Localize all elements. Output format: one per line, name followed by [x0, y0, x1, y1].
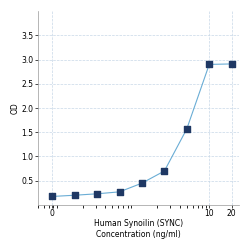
Point — [185, 127, 189, 131]
Point — [230, 62, 234, 66]
Point — [162, 169, 166, 173]
Point — [95, 192, 99, 196]
Point — [50, 194, 54, 198]
Point — [118, 190, 122, 194]
Y-axis label: OD: OD — [11, 102, 20, 114]
X-axis label: Human Synoilin (SYNC)
Concentration (ng/ml): Human Synoilin (SYNC) Concentration (ng/… — [94, 220, 183, 239]
Point — [207, 62, 211, 66]
Point — [72, 193, 76, 197]
Point — [140, 181, 144, 185]
